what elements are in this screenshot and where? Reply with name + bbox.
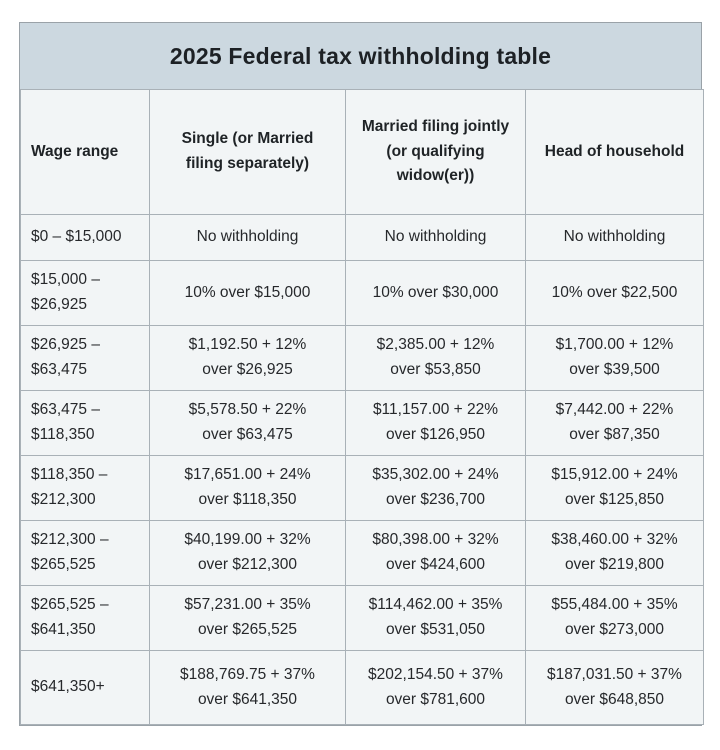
single-cell: $57,231.00 + 35% over $265,525	[149, 585, 346, 651]
table-title: 2025 Federal tax withholding table	[169, 42, 552, 69]
married-jointly-cell: No withholding	[345, 214, 526, 261]
table-row: $212,300 – $265,525 $40,199.00 + 32% ove…	[20, 520, 704, 586]
married-jointly-cell: $202,154.50 + 37% over $781,600	[345, 650, 526, 725]
wage-range-cell: $63,475 – $118,350	[20, 390, 150, 456]
table-row: $0 – $15,000 No withholding No withholdi…	[20, 214, 704, 261]
head-of-household-cell: $55,484.00 + 35% over $273,000	[525, 585, 704, 651]
table-row: $15,000 – $26,925 10% over $15,000 10% o…	[20, 260, 704, 326]
wage-range-cell: $641,350+	[20, 650, 150, 725]
head-of-household-cell: $7,442.00 + 22% over $87,350	[525, 390, 704, 456]
column-header-wage-range: Wage range	[20, 89, 150, 215]
single-cell: 10% over $15,000	[149, 260, 346, 326]
married-jointly-cell: $80,398.00 + 32% over $424,600	[345, 520, 526, 586]
single-cell: $5,578.50 + 22% over $63,475	[149, 390, 346, 456]
married-jointly-cell: $2,385.00 + 12% over $53,850	[345, 325, 526, 391]
wage-range-cell: $15,000 – $26,925	[20, 260, 150, 326]
table-row: $641,350+ $188,769.75 + 37% over $641,35…	[20, 650, 704, 725]
married-jointly-cell: $11,157.00 + 22% over $126,950	[345, 390, 526, 456]
head-of-household-cell: $187,031.50 + 37% over $648,850	[525, 650, 704, 725]
table-row: $26,925 – $63,475 $1,192.50 + 12% over $…	[20, 325, 704, 391]
head-of-household-cell: No withholding	[525, 214, 704, 261]
tax-withholding-table: Wage range Single (or Married filing sep…	[20, 89, 704, 725]
single-cell: $1,192.50 + 12% over $26,925	[149, 325, 346, 391]
wage-range-cell: $26,925 – $63,475	[20, 325, 150, 391]
wage-range-cell: $265,525 – $641,350	[20, 585, 150, 651]
single-cell: $17,651.00 + 24% over $118,350	[149, 455, 346, 521]
married-jointly-cell: $114,462.00 + 35% over $531,050	[345, 585, 526, 651]
wage-range-cell: $118,350 – $212,300	[20, 455, 150, 521]
head-of-household-cell: 10% over $22,500	[525, 260, 704, 326]
married-jointly-cell: 10% over $30,000	[345, 260, 526, 326]
header-row: Wage range Single (or Married filing sep…	[20, 89, 704, 215]
table-title-bar: 2025 Federal tax withholding table	[20, 23, 701, 89]
married-jointly-cell: $35,302.00 + 24% over $236,700	[345, 455, 526, 521]
column-header-single: Single (or Married filing separately)	[149, 89, 346, 215]
table-row: $118,350 – $212,300 $17,651.00 + 24% ove…	[20, 455, 704, 521]
head-of-household-cell: $38,460.00 + 32% over $219,800	[525, 520, 704, 586]
head-of-household-cell: $1,700.00 + 12% over $39,500	[525, 325, 704, 391]
table-row: $265,525 – $641,350 $57,231.00 + 35% ove…	[20, 585, 704, 651]
single-cell: No withholding	[149, 214, 346, 261]
table-row: $63,475 – $118,350 $5,578.50 + 22% over …	[20, 390, 704, 456]
tax-table-container: 2025 Federal tax withholding table Wage …	[19, 22, 704, 726]
wage-range-cell: $212,300 – $265,525	[20, 520, 150, 586]
column-header-head-of-household: Head of household	[525, 89, 704, 215]
single-cell: $188,769.75 + 37% over $641,350	[149, 650, 346, 725]
single-cell: $40,199.00 + 32% over $212,300	[149, 520, 346, 586]
wage-range-cell: $0 – $15,000	[20, 214, 150, 261]
head-of-household-cell: $15,912.00 + 24% over $125,850	[525, 455, 704, 521]
column-header-married-jointly: Married filing jointly (or qualifying wi…	[345, 89, 526, 215]
